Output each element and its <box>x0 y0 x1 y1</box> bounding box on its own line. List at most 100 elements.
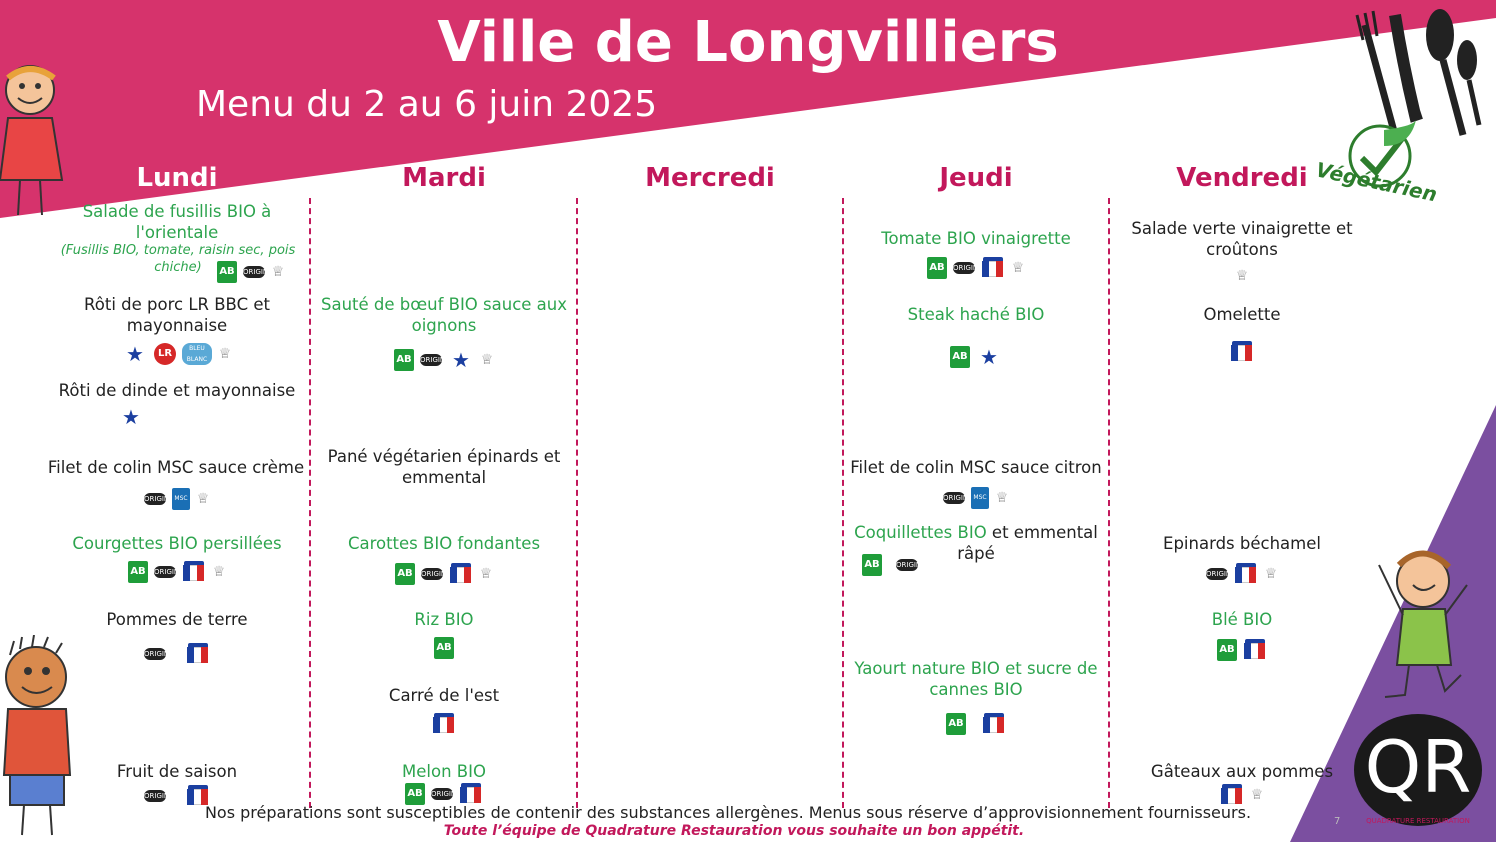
menu-item: Melon BIO <box>402 762 486 781</box>
bio-label-icon: AB <box>1217 639 1237 661</box>
label-badges: ORIGINE <box>62 784 292 808</box>
msc-label-icon: MSC <box>971 487 989 509</box>
girl-illustration <box>0 65 64 216</box>
bio-label-icon: AB <box>395 563 415 585</box>
origin-label-icon: ORIGINE <box>421 568 451 580</box>
french-flag-icon <box>432 713 456 735</box>
quadrature-logo-letters: QR <box>1364 725 1472 809</box>
menu-item-bio-part: Coquillettes BIO <box>854 523 987 542</box>
quadrature-logo <box>1354 714 1482 826</box>
column-divider <box>309 198 311 808</box>
bon-appetit-message: Toute l’équipe de Quadrature Restauratio… <box>443 823 1025 839</box>
chef-hat-icon: ♕ <box>1011 260 1025 276</box>
label-badges: ORIGINE MSC ♕ <box>861 486 1091 510</box>
bio-label-icon: AB <box>217 261 237 283</box>
day-header-mardi: Mardi <box>402 163 486 193</box>
bio-label-icon: AB <box>862 554 882 576</box>
origin-label-icon: ORIGINE <box>243 266 273 278</box>
bio-label-icon: AB <box>128 561 148 583</box>
day-header-vendredi: Vendredi <box>1176 163 1308 193</box>
label-badges: AB ORIGINE <box>329 782 559 806</box>
page-number: 7 <box>1334 816 1341 827</box>
label-badges <box>329 712 559 736</box>
column-divider <box>576 198 578 808</box>
viande-francaise-icon: ★ <box>452 348 470 372</box>
french-flag-icon <box>186 643 210 665</box>
menu-item-rest-part: et emmental râpé <box>957 523 1098 563</box>
viande-francaise-icon: ★ <box>126 342 144 366</box>
viande-francaise-icon: ★ <box>122 405 140 429</box>
boy-jumping-illustration <box>1378 550 1468 698</box>
label-badges: AB ORIGINE ♕ <box>62 560 292 584</box>
bio-label-icon: AB <box>946 713 966 735</box>
vegetarian-leaf-icon <box>1348 120 1416 188</box>
french-flag-icon <box>1234 563 1258 585</box>
menu-item: Filet de colin MSC sauce crème <box>47 458 305 477</box>
menu-item: Omelette <box>1203 305 1281 324</box>
chef-hat-icon: ♕ <box>995 490 1009 506</box>
label-badges: AB ORIGINE <box>862 553 926 577</box>
menu-item: Rôti de dinde et mayonnaise <box>58 381 296 400</box>
menu-item-note: (Fusillis BIO, tomate, raisin sec, pois … <box>60 243 296 275</box>
origin-label-icon: ORIGINE <box>943 492 973 504</box>
menu-item: Tomate BIO vinaigrette <box>881 229 1071 248</box>
bleu-blanc-coeur-icon: BLEU BLANC CŒUR <box>182 343 212 374</box>
menu-item: Yaourt nature BIO et sucre de cannes BIO <box>854 659 1098 699</box>
chef-hat-icon: ♕ <box>212 564 226 580</box>
origin-label-icon: ORIGINE <box>896 559 926 571</box>
label-badges: ORIGINE ♕ <box>1127 562 1357 586</box>
label-badges: AB <box>861 712 1091 736</box>
day-header-lundi: Lundi <box>136 163 218 193</box>
column-divider <box>1108 198 1110 808</box>
menu-item: Carré de l'est <box>388 686 500 705</box>
menu-item: Salade de fusillis BIO à l'orientale <box>82 202 272 242</box>
label-badges: ★ LR BLEU BLANC CŒUR ♕ <box>62 342 292 374</box>
bio-label-icon: AB <box>394 349 414 371</box>
quadrature-logo-name: QUADRATURE RESTAURATION <box>1366 817 1470 825</box>
column-divider <box>842 198 844 808</box>
label-rouge-icon: LR <box>154 343 176 365</box>
bio-label-icon: AB <box>927 257 947 279</box>
french-flag-icon <box>182 561 206 583</box>
origin-label-icon: ORIGINE <box>953 262 983 274</box>
label-badges: AB ★ <box>861 345 1091 369</box>
chef-hat-icon: ♕ <box>480 352 494 368</box>
menu-item: Filet de colin MSC sauce citron <box>850 458 1102 477</box>
french-flag-icon <box>982 713 1006 735</box>
menu-item: Fruit de saison <box>116 762 238 781</box>
chef-hat-icon: ♕ <box>1250 787 1264 803</box>
bio-label-icon: AB <box>434 637 454 659</box>
label-badges: ORIGINE MSC ♕ <box>62 487 292 511</box>
origin-label-icon: ORIGINE <box>1206 568 1236 580</box>
day-header-jeudi: Jeudi <box>939 163 1013 193</box>
msc-label-icon: MSC <box>172 488 190 510</box>
label-badges: AB ORIGINE ♕ <box>861 256 1091 280</box>
chef-hat-icon: ♕ <box>1235 268 1249 284</box>
menu-item: Pané végétarien épinards et emmental <box>327 447 561 487</box>
menu-item: Blé BIO <box>1211 610 1273 629</box>
french-flag-icon <box>449 563 473 585</box>
french-flag-icon <box>1243 639 1267 661</box>
label-badges: ♕ <box>1127 783 1357 807</box>
boy-illustration <box>2 635 72 836</box>
menu-item: Pommes de terre <box>106 610 248 629</box>
origin-label-icon: ORIGINE <box>144 493 174 505</box>
origin-label-icon: ORIGINE <box>431 788 461 800</box>
chef-hat-icon: ♕ <box>1264 566 1278 582</box>
origin-label-icon: ORIGINE <box>144 648 174 660</box>
origin-label-icon: ORIGINE <box>154 566 184 578</box>
menu-item: Rôti de porc LR BBC et mayonnaise <box>84 295 270 335</box>
origin-label-icon: ORIGINE <box>144 790 174 802</box>
menu-item: Steak haché BIO <box>907 305 1045 324</box>
french-flag-icon <box>1220 784 1244 806</box>
label-badges <box>1127 340 1357 364</box>
menu-item: Gâteaux aux pommes <box>1150 762 1334 781</box>
bio-label-icon: AB <box>950 346 970 368</box>
label-badges: ORIGINE <box>62 642 292 666</box>
day-header-mercredi: Mercredi <box>645 163 775 193</box>
french-flag-icon <box>1230 341 1254 363</box>
menu-item: Epinards béchamel <box>1163 534 1321 553</box>
menu-item: Courgettes BIO persillées <box>72 534 282 553</box>
page-title: Ville de Longvilliers <box>437 10 1059 75</box>
